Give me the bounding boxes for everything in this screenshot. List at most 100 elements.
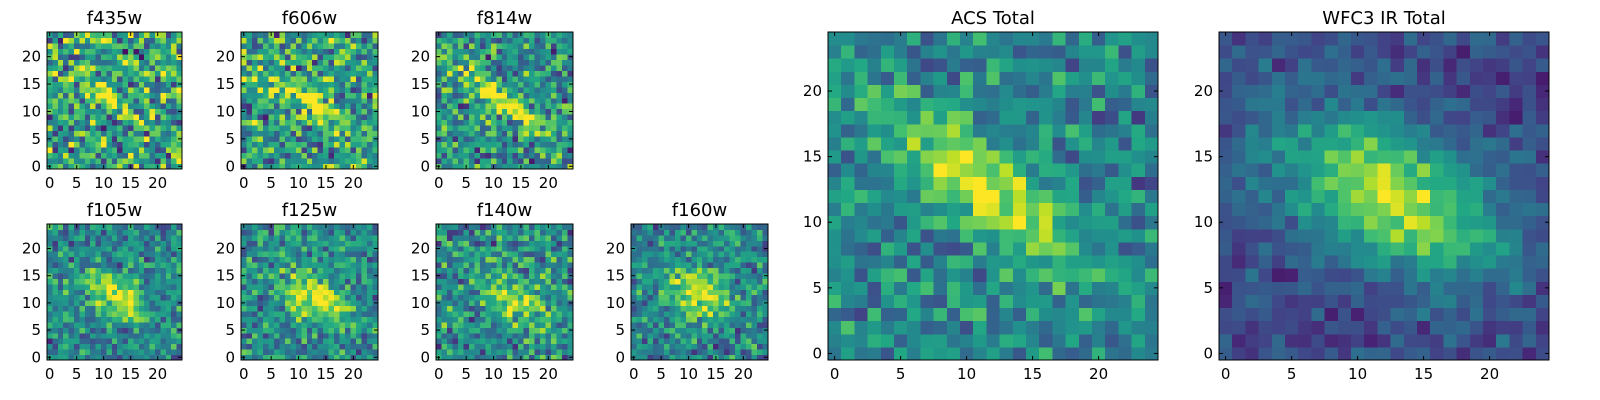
heatmap-cell xyxy=(518,229,525,236)
heatmap-cell xyxy=(356,234,363,241)
heatmap-cell xyxy=(669,272,676,279)
heatmap-cell xyxy=(452,152,459,159)
heatmap-cell xyxy=(894,163,908,177)
heatmap-cell xyxy=(241,103,247,110)
heatmap-cell xyxy=(485,316,492,323)
heatmap-cell xyxy=(441,343,448,350)
heatmap-cell xyxy=(68,245,75,252)
heatmap-cell xyxy=(111,125,118,132)
heatmap-cell xyxy=(262,311,269,317)
heatmap-cell xyxy=(165,97,172,104)
heatmap-cell xyxy=(144,163,151,170)
heatmap-cell xyxy=(63,224,70,230)
heatmap-cell xyxy=(496,272,503,279)
heatmap-cell xyxy=(1131,320,1146,335)
heatmap-cell xyxy=(441,332,448,339)
heatmap-cell xyxy=(641,251,648,258)
heatmap-cell xyxy=(345,125,352,132)
heatmap-cell xyxy=(57,125,64,132)
heatmap-cell xyxy=(507,349,514,356)
heatmap-cell xyxy=(740,289,747,296)
heatmap-cell xyxy=(176,130,183,137)
heatmap-cell xyxy=(90,114,97,121)
heatmap-cell xyxy=(279,229,286,236)
heatmap-cell xyxy=(63,294,70,301)
heatmap-cell xyxy=(160,234,167,241)
heatmap-cell xyxy=(518,152,525,159)
heatmap-cell xyxy=(295,289,302,296)
heatmap-cell xyxy=(841,241,855,256)
heatmap-cell xyxy=(160,141,167,148)
heatmap-cell xyxy=(160,136,167,143)
heatmap-cell xyxy=(551,125,558,132)
heatmap-cell xyxy=(101,64,107,71)
heatmap-cell xyxy=(345,234,352,241)
heatmap-cell xyxy=(441,81,448,88)
heatmap-cell xyxy=(647,311,654,317)
heatmap-cell xyxy=(367,272,374,279)
x-tick-label: 15 xyxy=(316,174,335,192)
heatmap-cell xyxy=(933,163,948,177)
heatmap-cell xyxy=(144,349,151,356)
heatmap-cell xyxy=(334,130,341,137)
heatmap-cell xyxy=(1065,189,1080,204)
heatmap-cell xyxy=(171,316,178,323)
heatmap-cell xyxy=(372,262,379,269)
heatmap-cell xyxy=(986,268,1001,282)
heatmap-cell xyxy=(273,64,280,71)
heatmap-cell xyxy=(854,189,869,204)
heatmap-cell xyxy=(350,152,357,159)
heatmap-cell xyxy=(724,300,731,307)
heatmap-cell xyxy=(176,141,183,148)
heatmap-cell xyxy=(372,321,379,328)
heatmap-cell xyxy=(999,320,1014,335)
heatmap-cell xyxy=(74,234,80,241)
heatmap-cell xyxy=(111,92,118,99)
heatmap-cell xyxy=(138,256,145,263)
heatmap-cell xyxy=(641,234,648,241)
heatmap-cell xyxy=(117,158,124,165)
heatmap-cell xyxy=(262,163,269,170)
heatmap-cell xyxy=(176,321,183,328)
heatmap-cell xyxy=(367,343,374,350)
heatmap-cell xyxy=(854,333,869,348)
heatmap-cell xyxy=(290,125,297,132)
heatmap-cell xyxy=(165,256,172,263)
heatmap-cell xyxy=(47,234,53,241)
heatmap-cell xyxy=(63,321,70,328)
heatmap-cell xyxy=(165,32,172,38)
heatmap-cell xyxy=(562,53,569,60)
heatmap-cell xyxy=(171,240,178,247)
heatmap-cell xyxy=(718,294,725,301)
heatmap-cell xyxy=(707,311,714,317)
heatmap-cell xyxy=(674,300,681,307)
heatmap-cell xyxy=(339,32,346,38)
heatmap-cell xyxy=(106,114,113,121)
heatmap-cell xyxy=(485,278,492,285)
heatmap-cell xyxy=(496,224,503,230)
heatmap-cell xyxy=(523,267,530,274)
heatmap-cell xyxy=(540,354,547,361)
heatmap-cell xyxy=(84,240,91,247)
heatmap-cell xyxy=(529,53,536,60)
heatmap-cell xyxy=(496,81,503,88)
heatmap-cell xyxy=(273,224,280,230)
heatmap-cell xyxy=(501,332,508,339)
heatmap-cell xyxy=(545,234,552,241)
heatmap-cell xyxy=(84,229,91,236)
heatmap-cell xyxy=(47,229,53,236)
heatmap-cell xyxy=(63,147,70,154)
heatmap-cell xyxy=(518,305,525,312)
heatmap-cell xyxy=(138,300,145,307)
heatmap-cell xyxy=(854,215,869,230)
y-tick-label: 5 xyxy=(225,321,235,339)
heatmap-cell xyxy=(468,119,475,126)
heatmap-cell xyxy=(246,64,253,71)
heatmap-cell xyxy=(273,97,280,104)
heatmap-cell xyxy=(1092,346,1106,361)
heatmap-cell xyxy=(501,75,508,82)
heatmap-cell xyxy=(518,141,525,148)
heatmap-cell xyxy=(84,147,91,154)
heatmap-cell xyxy=(372,311,379,317)
heatmap-cell xyxy=(95,234,102,241)
